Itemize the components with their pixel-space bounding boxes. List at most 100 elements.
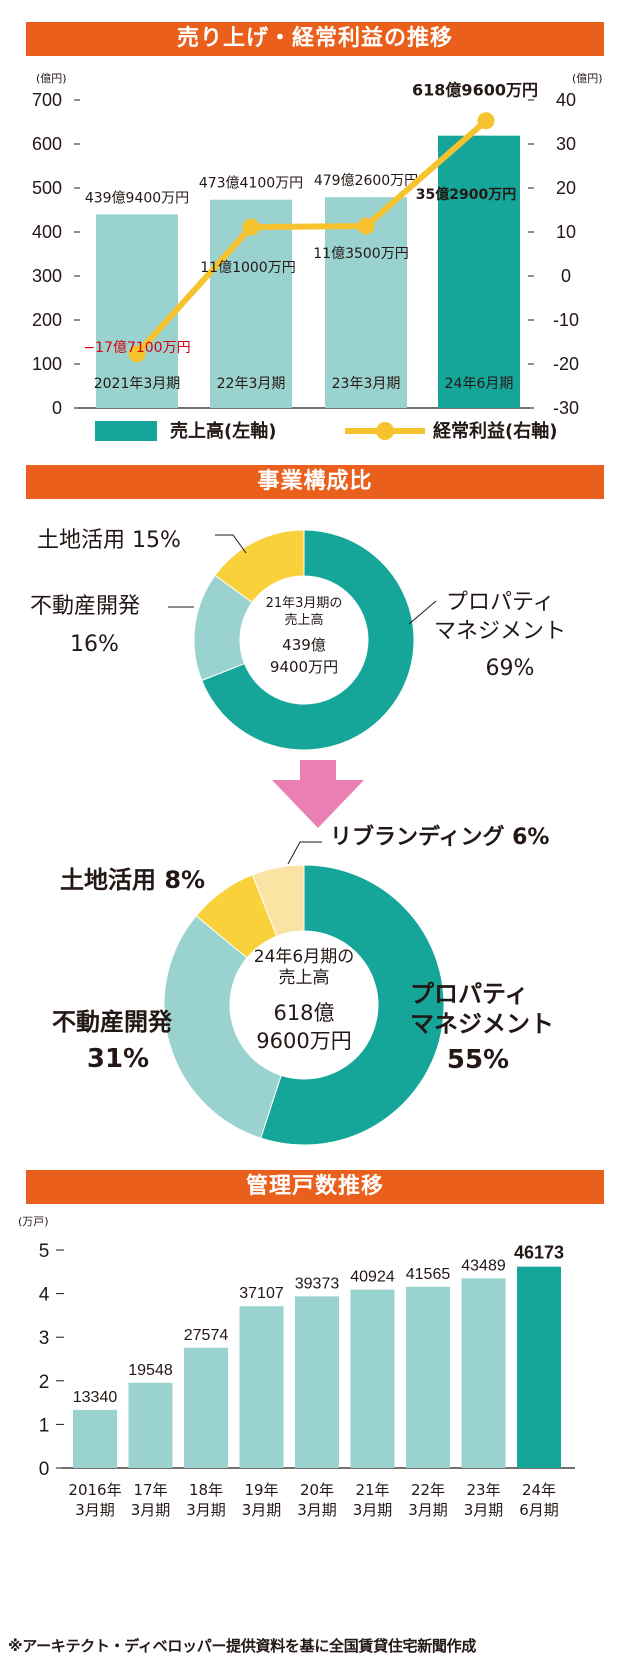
units-bar-label: 37107 — [239, 1285, 284, 1302]
left-axis-tick-label: 500 — [32, 178, 62, 198]
donut-hole — [230, 931, 378, 1079]
sales-chart-title: 売り上げ・経常利益の推移 — [26, 22, 604, 56]
units-bar — [517, 1266, 561, 1468]
right-axis-tick-label: -30 — [553, 398, 579, 418]
units-bar-label: 40924 — [350, 1269, 395, 1286]
sales-bar — [96, 214, 178, 408]
donut-label: リブランディング 6% — [330, 824, 549, 850]
units-category-label: 22年 — [411, 1481, 445, 1499]
sales-bar-label: 439億9400万円 — [85, 190, 189, 206]
donut-label: 69% — [486, 656, 535, 681]
donut-center-text: 売上高 — [284, 612, 323, 628]
units-category-label: 18年 — [189, 1481, 223, 1499]
donut-center-text: 9400万円 — [270, 658, 338, 676]
sales-bar-label: 479億2600万円 — [314, 173, 418, 189]
donut-label: プロパティ — [410, 980, 529, 1008]
profit-point — [477, 112, 495, 130]
legend-bar-label: 売上高(左軸) — [170, 420, 276, 442]
units-axis-tick-label: 3 — [39, 1328, 50, 1349]
right-axis-tick-label: 20 — [556, 178, 576, 198]
left-axis-tick-label: 600 — [32, 134, 62, 154]
donut-label: マネジメント — [410, 1010, 554, 1038]
profit-label: 35億2900万円 — [416, 186, 516, 203]
donut-center-text: 9600万円 — [256, 1029, 351, 1053]
units-axis-tick-label: 5 — [39, 1241, 50, 1262]
right-axis-unit: (億円) — [572, 72, 603, 85]
units-bar — [73, 1409, 117, 1468]
sales-category-label: 24年6月期 — [445, 376, 514, 392]
units-bar — [406, 1286, 450, 1468]
units-bar-label: 27574 — [184, 1327, 229, 1344]
units-axis-unit: (万戸) — [18, 1215, 49, 1228]
units-axis-tick-label: 4 — [39, 1285, 50, 1306]
units-category-label: 3月期 — [75, 1501, 115, 1519]
units-chart-title: 管理戸数推移 — [26, 1170, 604, 1204]
units-axis-tick-label: 1 — [39, 1415, 50, 1436]
units-category-label: 3月期 — [131, 1501, 171, 1519]
source-footnote: ※アーキテクト・ディベロッパー提供資料を基に全国賃貸住宅新聞作成 — [8, 1637, 477, 1655]
left-axis-tick-label: 400 — [32, 222, 62, 242]
profit-label: −17億7100万円 — [83, 340, 190, 356]
left-axis-tick-label: 200 — [32, 310, 62, 330]
legend-bar-swatch — [95, 421, 157, 441]
legend-line-marker — [376, 422, 394, 440]
units-category-label: 3月期 — [186, 1501, 226, 1519]
units-bar — [461, 1278, 506, 1468]
units-bar-label: 19548 — [128, 1362, 173, 1379]
donut-label: 16% — [70, 632, 119, 657]
sales-bar-label: 618億9600万円 — [412, 81, 538, 100]
composition-title: 事業構成比 — [26, 465, 604, 499]
profit-label: 11億3500万円 — [313, 246, 408, 262]
donut-label: プロパティ — [446, 590, 555, 615]
units-category-label: 3月期 — [353, 1501, 393, 1519]
leader-line — [287, 841, 322, 865]
managed-units-chart: (万戸) 5 4 3 2 1 0 13340 19548 27574 37107 39373 409… — [18, 1215, 575, 1519]
units-bar-label: 41565 — [406, 1266, 451, 1283]
donut-center-text: 24年6月期の — [254, 947, 354, 967]
right-axis-tick-label: -10 — [553, 310, 579, 330]
profit-point — [242, 218, 260, 236]
donut-label: 不動産開発 — [30, 594, 140, 619]
units-category-label: 17年 — [133, 1481, 167, 1499]
donut-label: 土地活用 15% — [37, 528, 181, 553]
units-bar — [128, 1382, 173, 1468]
profit-point — [128, 345, 146, 363]
right-axis-tick-label: 40 — [556, 90, 576, 110]
units-category-label: 23年 — [466, 1481, 500, 1499]
units-category-label: 3月期 — [408, 1501, 448, 1519]
donut-label: 土地活用 8% — [60, 866, 205, 894]
left-axis-tick-label: 300 — [32, 266, 62, 286]
leader-line — [215, 534, 247, 554]
leader-line — [408, 600, 437, 625]
profit-point — [357, 217, 375, 235]
units-bar — [350, 1289, 395, 1468]
right-axis-tick-label: 30 — [556, 134, 576, 154]
donut-center-text: 439億 — [282, 636, 326, 654]
units-category-label: 21年 — [355, 1481, 389, 1499]
sales-category-label: 22年3月期 — [217, 376, 286, 392]
units-category-label: 24年 — [522, 1481, 556, 1499]
units-bar-label: 39373 — [295, 1275, 340, 1292]
sales-bar — [438, 135, 520, 408]
donut-label: 31% — [87, 1044, 149, 1074]
donut-label: 不動産開発 — [52, 1008, 173, 1036]
donut-center-text: 21年3月期の — [266, 596, 343, 611]
units-bar-label: 46173 — [514, 1243, 564, 1263]
left-axis-tick-label: 0 — [52, 398, 62, 418]
donut-hole — [240, 576, 368, 704]
units-category-label: 2016年 — [68, 1481, 121, 1499]
units-category-label: 3月期 — [464, 1501, 504, 1519]
units-bar — [184, 1347, 228, 1468]
units-axis-tick-label: 2 — [39, 1372, 50, 1393]
right-axis-tick-label: -20 — [553, 354, 579, 374]
units-bar-label: 13340 — [73, 1389, 118, 1406]
units-category-label: 6月期 — [519, 1501, 559, 1519]
profit-line — [134, 118, 488, 356]
units-category-label: 19年 — [244, 1481, 278, 1499]
sales-category-label: 23年3月期 — [332, 376, 401, 392]
left-axis-unit: (億円) — [36, 72, 67, 85]
donut-center-text: 売上高 — [279, 968, 330, 988]
